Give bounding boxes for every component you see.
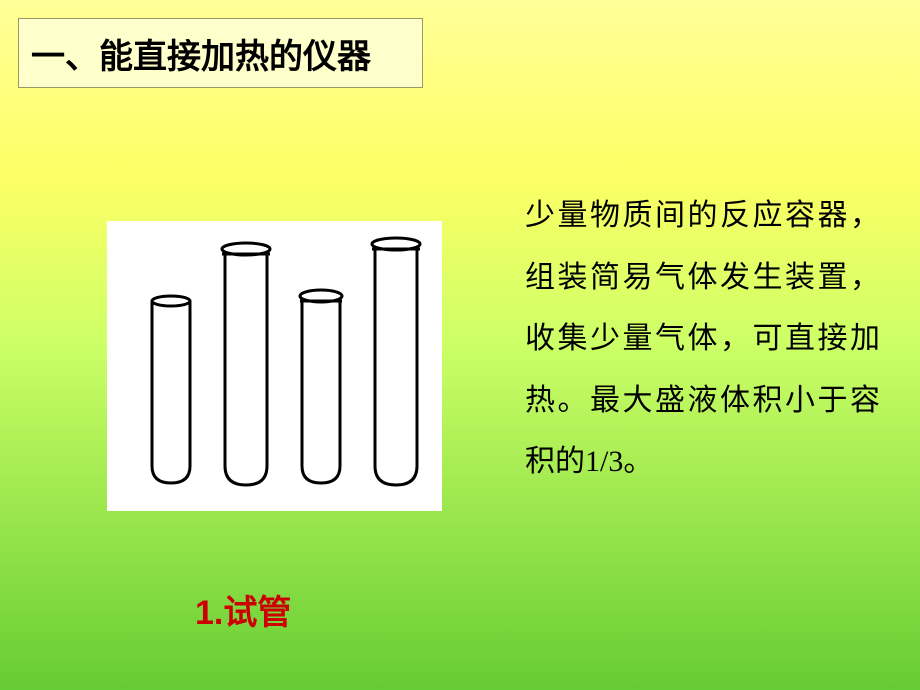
test-tubes-illustration xyxy=(107,221,442,511)
description-text: 少量物质间的反应容器，组装简易气体发生装置，收集少量气体，可直接加热。最大盛液体… xyxy=(525,185,880,493)
slide-title: 一、能直接加热的仪器 xyxy=(31,29,371,78)
figure-caption: 1.试管 xyxy=(195,585,291,634)
title-box: 一、能直接加热的仪器 xyxy=(18,18,423,88)
figure-box xyxy=(107,221,442,511)
